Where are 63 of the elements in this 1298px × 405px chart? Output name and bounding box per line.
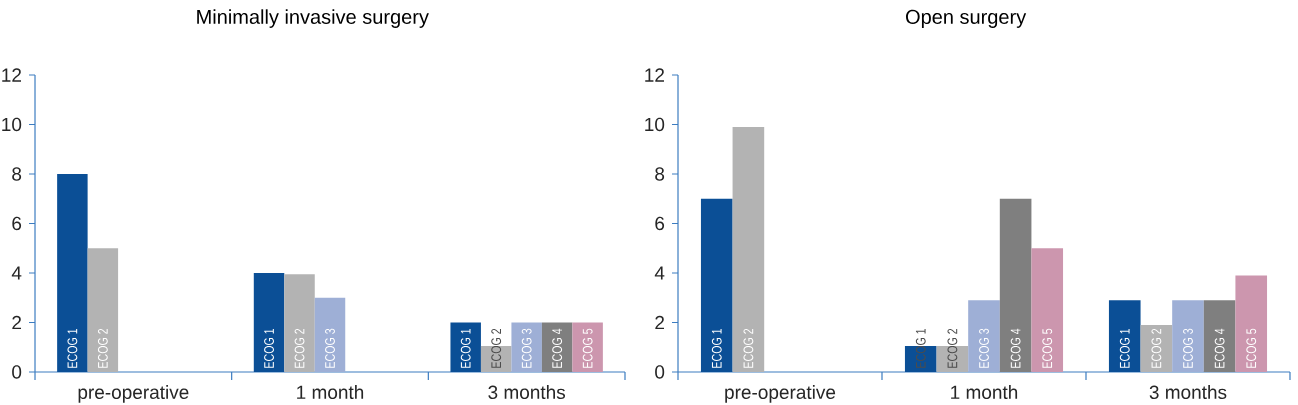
x-tick-label: 1 month [297,385,364,400]
y-tick-label: 12 [645,68,664,82]
bar [1031,248,1064,372]
y-tick-label: 4 [11,266,22,280]
y-tick-label: 4 [654,266,665,280]
series-label: ECOG 2 [491,328,502,368]
bar [732,126,765,372]
series-label: ECOG 1 [67,328,78,368]
bar [1140,324,1173,372]
chart-title: Minimally invasive surgery [197,9,429,28]
bar [968,300,1000,372]
series-label: ECOG 5 [582,328,593,368]
y-tick-label: 8 [12,167,22,181]
text: ECOG 3 [521,328,532,368]
bar [541,322,573,372]
bar [700,198,733,372]
y-tick-label: 6 [12,216,22,231]
x-tick-label: pre-operative [725,385,836,403]
y-tick-label: 2 [655,315,664,330]
bar [1235,275,1268,372]
bar [999,198,1032,372]
x-tick-label: 1 month [951,385,1018,400]
bar [450,322,481,372]
series-label: ECOG 3 [979,328,989,368]
bar [57,173,88,372]
bar [253,272,285,372]
series-label: ECOG 4 [552,328,563,368]
series-label: ECOG 3 [325,328,335,368]
text: ECOG 3 [1183,328,1193,368]
y-tick-label: 6 [655,216,665,231]
text: ECOG 1 [460,328,471,368]
bar [284,274,315,372]
series-label: ECOG 5 [1042,328,1053,368]
bar [1172,300,1204,372]
y-tick-label: 0 [655,365,665,379]
text: ECOG 2 [294,328,305,368]
series-label: ECOG 1 [915,328,926,368]
series-label: ECOG 4 [1010,328,1021,368]
bar [572,322,603,372]
text: ECOG 2 [97,328,108,368]
bar [87,248,119,372]
text: ECOG 4 [1214,328,1225,368]
text: ECOG 1 [711,328,722,368]
y-tick-label: 12 [2,68,21,82]
text: ECOG 2 [743,328,754,368]
text: ECOG 1 [264,328,274,368]
series-label: ECOG 2 [947,328,958,368]
y-tick-label: 2 [12,315,21,330]
y-tick-label: 10 [645,117,665,132]
y-tick-label: 8 [655,167,665,181]
text: ECOG 2 [1151,328,1162,368]
y-tick-label: 10 [2,117,22,132]
y-tick-label: 0 [12,365,22,379]
bar [314,297,346,372]
bar [1108,300,1141,372]
text: ECOG 5 [1246,328,1257,368]
chart-title: Open surgery [905,9,1027,28]
bar [511,322,542,372]
bar [1203,300,1236,372]
x-tick-label: 3 months [1149,385,1227,400]
x-tick-label: pre-operative [78,385,189,403]
x-tick-label: 3 months [488,385,566,400]
text: ECOG 1 [1119,328,1130,368]
